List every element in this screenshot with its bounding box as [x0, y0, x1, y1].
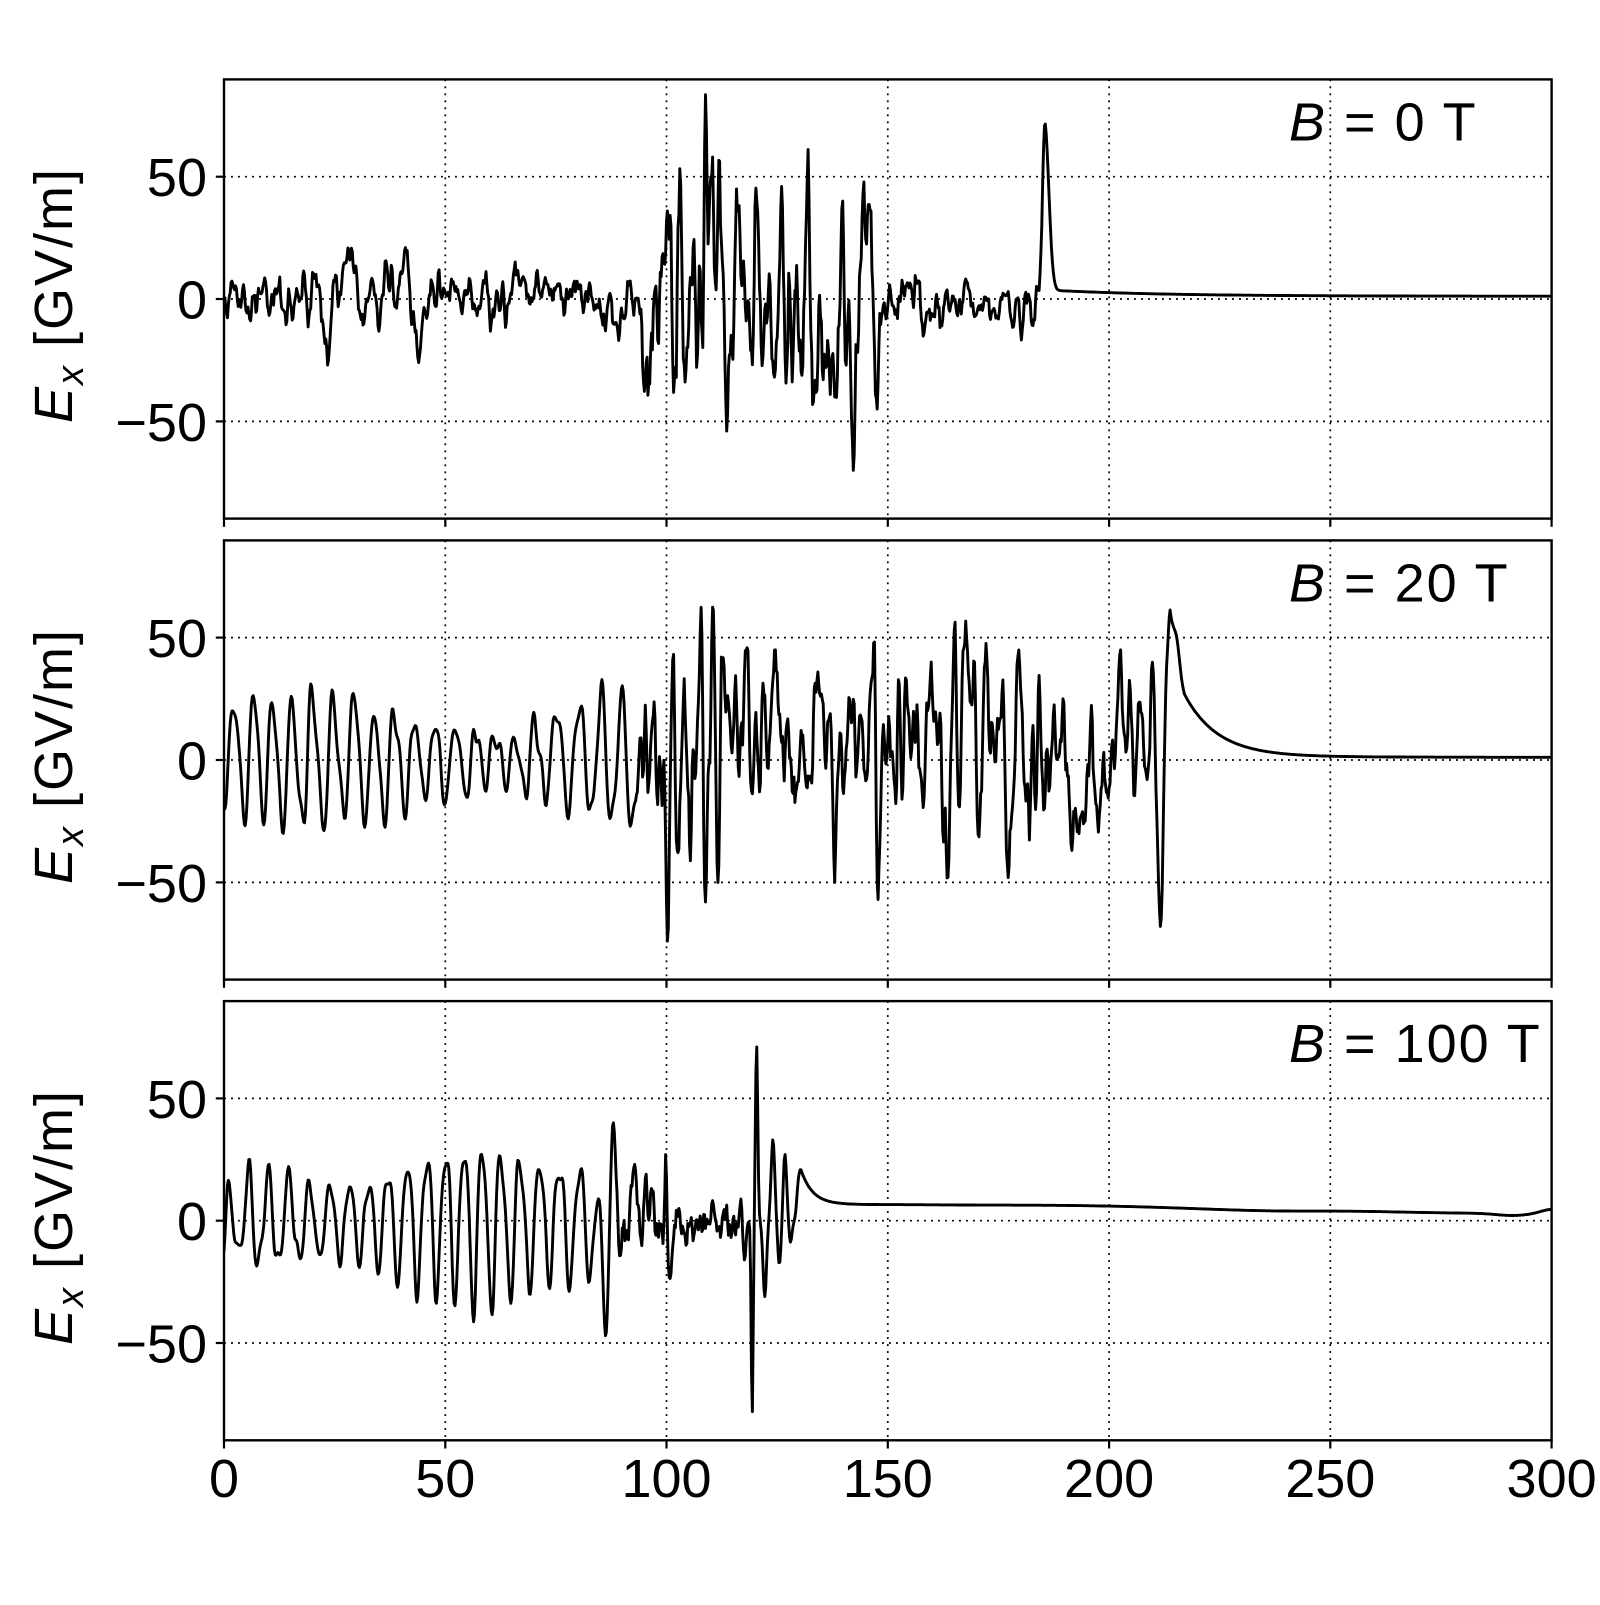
svg-text:150: 150	[843, 1449, 933, 1509]
svg-text:Ex [GV/m]: Ex [GV/m]	[24, 167, 92, 423]
svg-text:−50: −50	[115, 854, 207, 914]
svg-text:100: 100	[621, 1449, 711, 1509]
svg-text:−50: −50	[115, 393, 207, 453]
svg-text:50: 50	[415, 1449, 475, 1509]
svg-text:250: 250	[1285, 1449, 1375, 1509]
svg-text:50: 50	[147, 1070, 207, 1130]
svg-text:200: 200	[1064, 1449, 1154, 1509]
svg-text:50: 50	[147, 609, 207, 669]
svg-text:0: 0	[177, 732, 207, 792]
svg-text:−50: −50	[115, 1315, 207, 1375]
svg-text:0: 0	[177, 271, 207, 331]
svg-text:B = 20 T: B = 20 T	[1289, 553, 1510, 613]
svg-text:50: 50	[147, 148, 207, 208]
svg-text:B = 100 T: B = 100 T	[1289, 1014, 1542, 1074]
svg-text:0: 0	[209, 1449, 239, 1509]
svg-text:Ex [GV/m]: Ex [GV/m]	[24, 628, 92, 884]
svg-text:0: 0	[177, 1192, 207, 1252]
svg-text:Ex [GV/m]: Ex [GV/m]	[24, 1089, 92, 1345]
svg-text:B = 0 T: B = 0 T	[1289, 92, 1478, 152]
svg-text:300: 300	[1507, 1449, 1597, 1509]
